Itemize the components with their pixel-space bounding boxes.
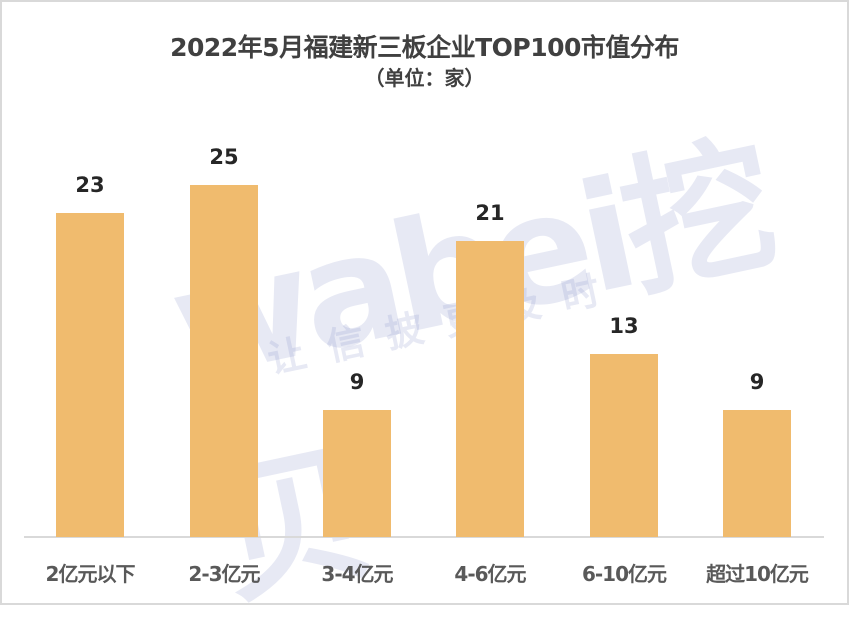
bar <box>190 184 258 537</box>
x-tick-label: 超过10亿元 <box>706 562 809 586</box>
bar <box>323 410 391 537</box>
data-label: 9 <box>749 370 765 395</box>
chart-subtitle: （单位：家） <box>364 66 485 90</box>
x-tick-label: 4-6亿元 <box>454 562 526 586</box>
x-tick-label: 2-3亿元 <box>188 562 260 586</box>
bar <box>56 212 124 537</box>
data-label: 25 <box>209 144 239 169</box>
chart-frame <box>0 0 849 605</box>
x-tick-label: 6-10亿元 <box>581 562 667 586</box>
x-tick-label: 2亿元以下 <box>45 562 136 586</box>
x-axis-line <box>24 536 824 538</box>
x-tick-label: 3-4亿元 <box>321 562 393 586</box>
bar <box>723 410 791 537</box>
data-label: 9 <box>349 370 365 395</box>
data-label: 21 <box>475 200 505 225</box>
bar <box>590 353 658 537</box>
chart-title: 2022年5月福建新三板企业TOP100市值分布 <box>170 33 679 62</box>
bar <box>456 240 524 537</box>
data-label: 13 <box>609 313 639 338</box>
data-label: 23 <box>75 172 105 197</box>
